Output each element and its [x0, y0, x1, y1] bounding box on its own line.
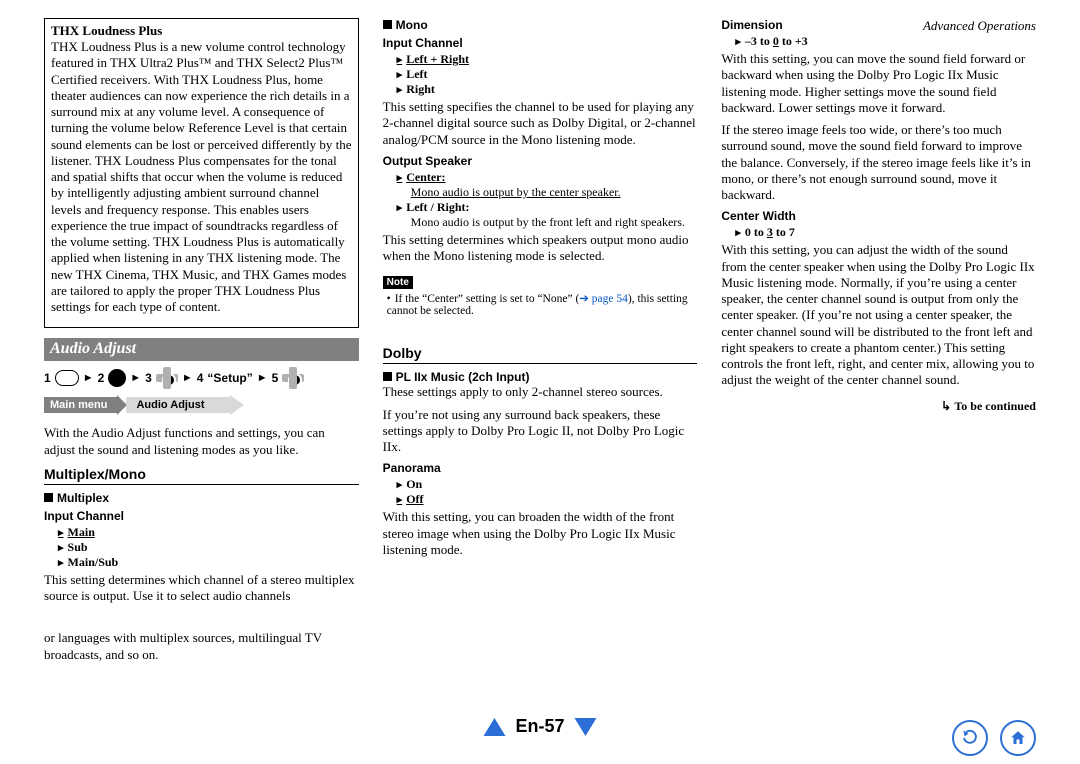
step-num-5: 5 [272, 371, 279, 385]
note-page-num: page 54 [592, 293, 628, 305]
options-output-speaker: Center:Mono audio is output by the cente… [397, 170, 698, 230]
page-header-section: Advanced Operations [923, 18, 1036, 34]
breadcrumb-main: Main menu [44, 397, 117, 413]
setting-multiplex: Multiplex [44, 491, 359, 505]
note-page-ref[interactable]: ➔ page 54 [579, 293, 628, 305]
mono-input-desc: This setting specifies the channel to be… [383, 99, 698, 148]
opt-off: Off [397, 492, 698, 507]
opt-left-right: Left + Right [397, 52, 698, 67]
opt-center: Center:Mono audio is output by the cente… [397, 170, 698, 200]
step-arrow-3: ► [182, 372, 193, 384]
step-num-2: 2 [98, 371, 105, 385]
pliix-desc2: If you’re not using any surround back sp… [383, 407, 698, 456]
dpad-icon-1 [156, 367, 178, 389]
setting-pliix-label: PL IIx Music (2ch Input) [396, 370, 530, 384]
back-icon [961, 729, 979, 747]
page-up-icon[interactable] [483, 718, 505, 736]
breadcrumb: Main menu Audio Adjust [44, 395, 359, 415]
opt-left: Left [397, 67, 698, 82]
step-setup-label: “Setup” [207, 371, 252, 385]
dimension-desc1: With this setting, you can move the soun… [721, 51, 1036, 116]
step-arrow-2: ► [130, 372, 141, 384]
step-arrow-1: ► [83, 372, 94, 384]
thx-box-body: THX Loudness Plus is a new volume contro… [51, 39, 352, 315]
home-icon [1009, 729, 1027, 747]
receiver-icon [55, 370, 79, 386]
home-button[interactable] [1000, 720, 1036, 756]
setting-mono-label: Mono [396, 18, 428, 32]
subhead-multiplex-mono: Multiplex/Mono [44, 466, 359, 485]
opt-mainsub: Main/Sub [58, 555, 359, 570]
opt-center-width-range: 0 to 3 to 7 [735, 225, 1036, 240]
breadcrumb-sub: Audio Adjust [126, 397, 230, 413]
step-num-4: 4 [197, 371, 204, 385]
note-text-1: If the “Center” setting is set to “None” [395, 293, 573, 305]
note-label: Note [383, 276, 413, 289]
step-num-3: 3 [145, 371, 152, 385]
note-bullet [387, 293, 395, 305]
back-button[interactable] [952, 720, 988, 756]
setting-mono: Mono [383, 18, 698, 32]
multiplex-desc: This setting determines which channel of… [44, 572, 359, 605]
opt-lr-label: Left / Right [406, 200, 465, 214]
col2-continuation: or languages with multiplex sources, mul… [44, 630, 359, 663]
options-multiplex: Main Sub Main/Sub [58, 525, 359, 570]
setting-multiplex-label: Multiplex [57, 491, 109, 505]
pliix-desc1: These settings apply to only 2-channel s… [383, 384, 698, 400]
param-center-width: Center Width [721, 209, 1036, 223]
step-arrow-4: ► [257, 372, 268, 384]
options-panorama: On Off [397, 477, 698, 507]
opt-main: Main [58, 525, 359, 540]
param-output-speaker: Output Speaker [383, 154, 698, 168]
dimension-desc2: If the stereo image feels too wide, or t… [721, 122, 1036, 203]
to-be-continued-text: To be continued [954, 399, 1036, 413]
param-panorama: Panorama [383, 461, 698, 475]
page-footer: En-57 [0, 716, 1080, 756]
dpad-icon-2 [282, 367, 304, 389]
page-number: En-57 [515, 716, 564, 737]
opt-center-desc: Mono audio is output by the center speak… [411, 185, 698, 200]
panorama-desc: With this setting, you can broaden the w… [383, 509, 698, 558]
subhead-dolby: Dolby [383, 345, 698, 364]
opt-on: On [397, 477, 698, 492]
home-icon [108, 369, 126, 387]
page-content: THX Loudness Plus THX Loudness Plus is a… [0, 0, 1080, 698]
thx-box-title: THX Loudness Plus [51, 23, 352, 39]
param-input-channel-2: Input Channel [383, 36, 698, 50]
opt-sub: Sub [58, 540, 359, 555]
param-input-channel-1: Input Channel [44, 509, 359, 523]
opt-lr: Left / Right:Mono audio is output by the… [397, 200, 698, 230]
opt-right: Right [397, 82, 698, 97]
continue-icon: ↲ [941, 399, 951, 414]
step-num-1: 1 [44, 371, 51, 385]
to-be-continued: ↲To be continued [721, 399, 1036, 414]
page-down-icon[interactable] [575, 718, 597, 736]
center-width-desc: With this setting, you can adjust the wi… [721, 242, 1036, 388]
opt-center-label: Center [406, 170, 441, 184]
options-dimension: –3 to 0 to +3 [735, 34, 1036, 49]
nav-steps: 1 ► 2 ► 3 ► 4 “Setup” ► 5 [44, 367, 359, 389]
audio-adjust-intro: With the Audio Adjust functions and sett… [44, 425, 359, 458]
options-center-width: 0 to 3 to 7 [735, 225, 1036, 240]
opt-dimension-range: –3 to 0 to +3 [735, 34, 1036, 49]
breadcrumb-tail [230, 395, 244, 415]
setting-pliix: PL IIx Music (2ch Input) [383, 370, 698, 384]
options-mono-input: Left + Right Left Right [397, 52, 698, 97]
note-text: If the “Center” setting is set to “None”… [387, 291, 698, 317]
mono-output-desc: This setting determines which speakers o… [383, 232, 698, 265]
opt-lr-desc: Mono audio is output by the front left a… [411, 215, 698, 230]
thx-box: THX Loudness Plus THX Loudness Plus is a… [44, 18, 359, 328]
section-audio-adjust: Audio Adjust [44, 338, 359, 361]
page-number-nav: En-57 [483, 716, 596, 737]
